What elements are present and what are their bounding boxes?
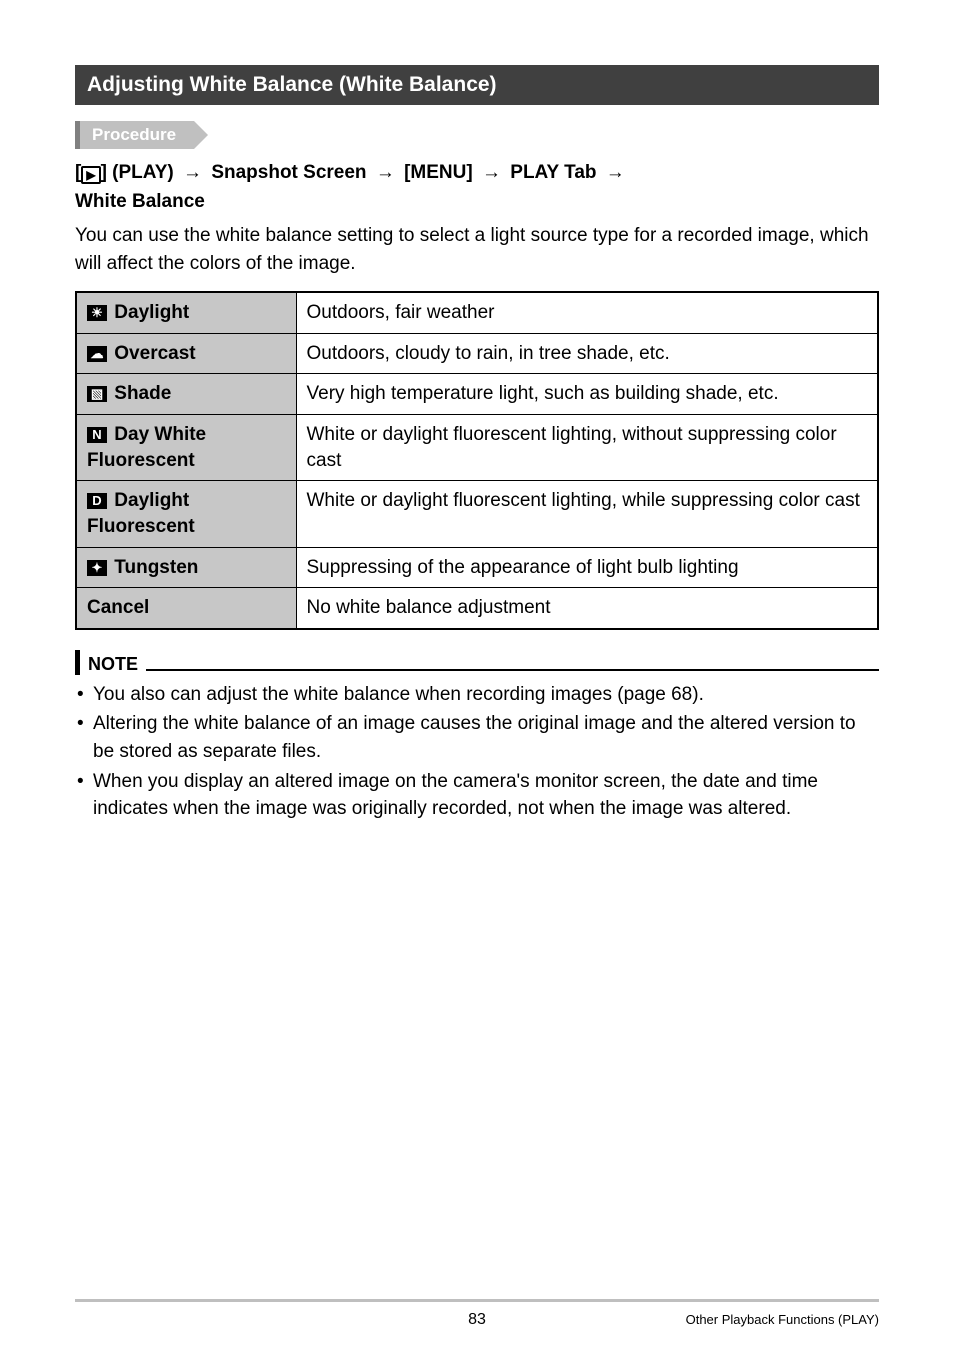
list-item: When you display an altered image on the… — [75, 768, 879, 823]
breadcrumb-play: (PLAY) — [112, 162, 174, 183]
intro-text: You can use the white balance setting to… — [75, 222, 879, 277]
setting-description: Outdoors, cloudy to rain, in tree shade,… — [296, 333, 878, 374]
breadcrumb-whitebalance: White Balance — [75, 191, 205, 212]
play-icon: ▶ — [81, 166, 100, 184]
setting-label: ✦ Tungsten — [76, 547, 296, 588]
setting-label: D DaylightFluorescent — [76, 481, 296, 547]
setting-label: ☁ Overcast — [76, 333, 296, 374]
table-row: ☀ DaylightOutdoors, fair weather — [76, 292, 878, 333]
procedure-label: Procedure — [80, 121, 194, 149]
breadcrumb: [▶] (PLAY) → Snapshot Screen → [MENU] → … — [75, 159, 879, 216]
setting-icon: ☀ — [87, 305, 107, 321]
setting-icon: ☁ — [87, 346, 107, 362]
page-footer: 83 Other Playback Functions (PLAY) — [0, 1299, 954, 1327]
footer-divider — [75, 1299, 879, 1302]
table-row: ☁ OvercastOutdoors, cloudy to rain, in t… — [76, 333, 878, 374]
procedure-heading: Procedure — [75, 121, 879, 149]
note-heading: NOTE — [75, 650, 879, 675]
setting-label: N Day WhiteFluorescent — [76, 415, 296, 481]
setting-label: Cancel — [76, 588, 296, 629]
setting-icon: N — [87, 427, 107, 443]
arrow-icon: → — [183, 159, 202, 188]
breadcrumb-menu: [MENU] — [404, 162, 473, 183]
arrow-icon: → — [482, 159, 501, 188]
table-row: CancelNo white balance adjustment — [76, 588, 878, 629]
table-row: D DaylightFluorescentWhite or daylight f… — [76, 481, 878, 547]
setting-description: Outdoors, fair weather — [296, 292, 878, 333]
note-left-bar — [75, 650, 80, 675]
breadcrumb-snapshot: Snapshot Screen — [211, 162, 366, 183]
list-item: You also can adjust the white balance wh… — [75, 681, 879, 709]
section-header: Adjusting White Balance (White Balance) — [75, 65, 879, 105]
setting-description: Suppressing of the appearance of light b… — [296, 547, 878, 588]
setting-description: No white balance adjustment — [296, 588, 878, 629]
setting-label: ▧ Shade — [76, 374, 296, 415]
setting-icon: ✦ — [87, 560, 107, 576]
note-rule — [146, 669, 879, 671]
breadcrumb-playtab: PLAY Tab — [510, 162, 596, 183]
setting-description: White or daylight fluorescent lighting, … — [296, 481, 878, 547]
table-row: ✦ TungstenSuppressing of the appearance … — [76, 547, 878, 588]
note-label: NOTE — [88, 650, 138, 675]
setting-description: White or daylight fluorescent lighting, … — [296, 415, 878, 481]
setting-label: ☀ Daylight — [76, 292, 296, 333]
setting-icon: ▧ — [87, 386, 107, 402]
page-number: 83 — [468, 1311, 486, 1329]
table-row: N Day WhiteFluorescentWhite or daylight … — [76, 415, 878, 481]
notes-list: You also can adjust the white balance wh… — [75, 681, 879, 823]
footer-section: Other Playback Functions (PLAY) — [686, 1312, 879, 1327]
arrow-icon: → — [376, 159, 395, 188]
setting-icon: D — [87, 493, 107, 509]
settings-table: ☀ DaylightOutdoors, fair weather☁ Overca… — [75, 291, 879, 630]
list-item: Altering the white balance of an image c… — [75, 710, 879, 765]
table-row: ▧ ShadeVery high temperature light, such… — [76, 374, 878, 415]
arrow-icon: → — [606, 159, 625, 188]
breadcrumb-play-bracket-close: ] — [101, 162, 107, 183]
setting-description: Very high temperature light, such as bui… — [296, 374, 878, 415]
